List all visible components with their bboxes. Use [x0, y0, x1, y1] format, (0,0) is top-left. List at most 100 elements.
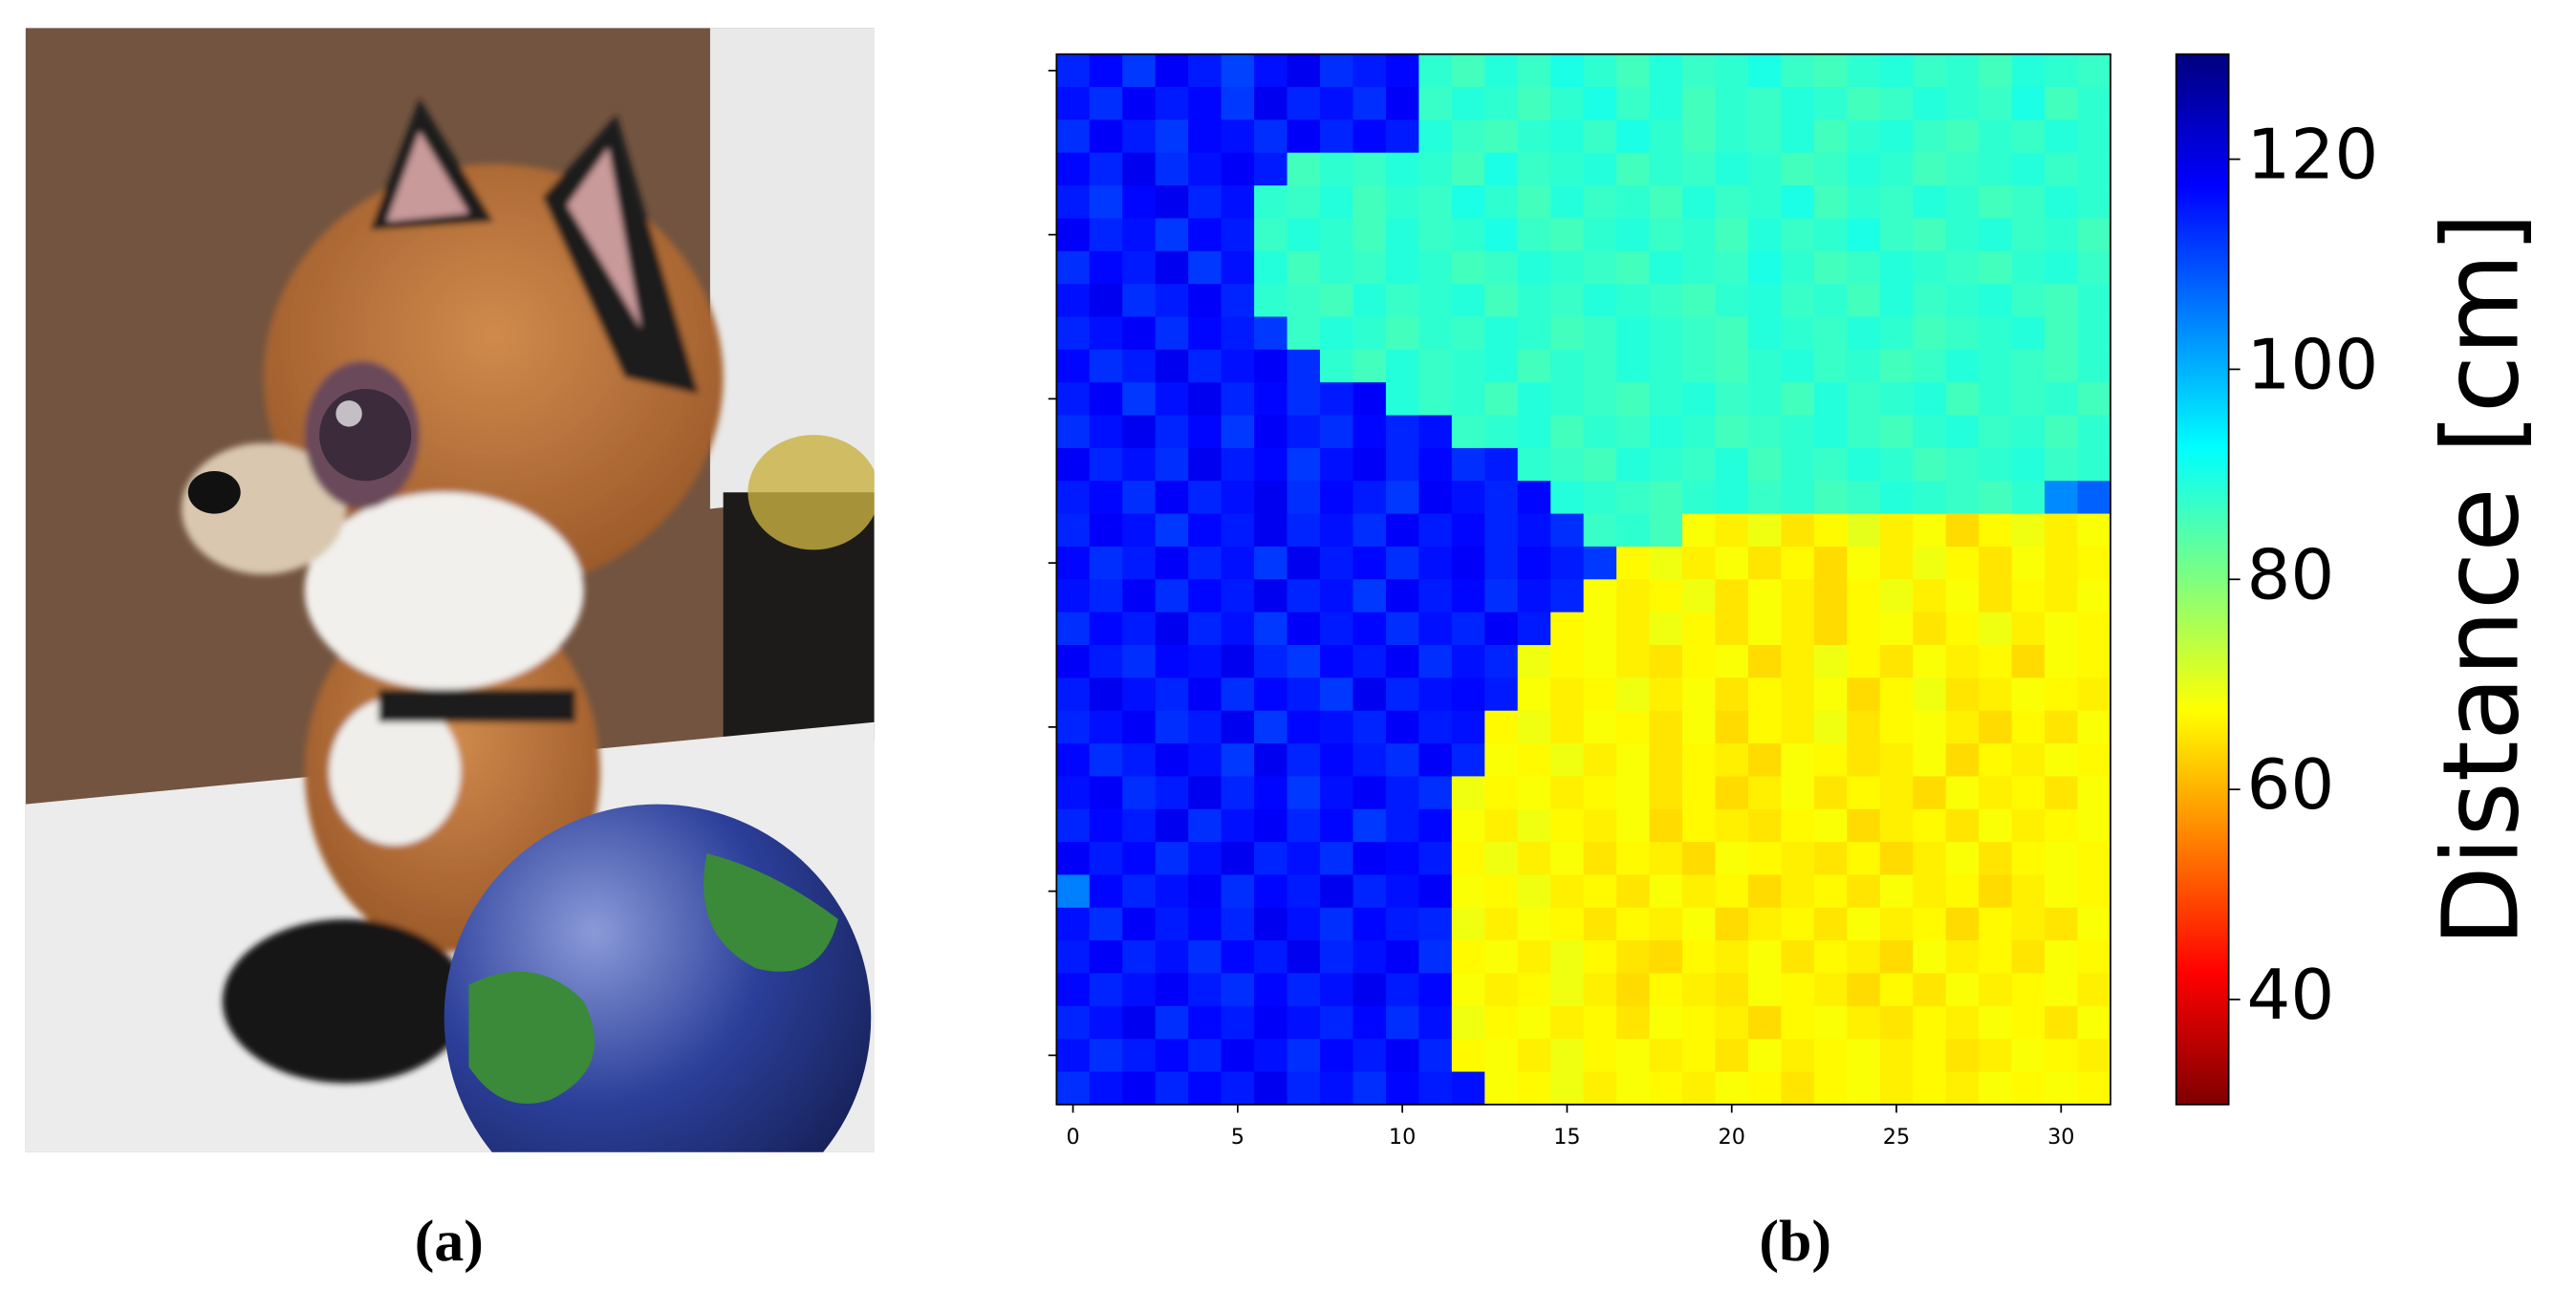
heat-cell: [2011, 710, 2046, 744]
heat-cell: [2011, 776, 2046, 810]
heat-cell: [1715, 284, 1749, 318]
heat-cell: [1847, 481, 1881, 515]
heat-cell: [1122, 579, 1157, 613]
heat-cell: [1254, 382, 1288, 417]
heat-cell: [1155, 842, 1189, 876]
heat-cell: [1484, 1071, 1519, 1106]
heat-cell: [1781, 546, 1815, 580]
heat-cell: [1616, 677, 1651, 712]
heat-cell: [1254, 481, 1288, 515]
heat-cell: [1287, 447, 1321, 482]
heat-cell: [1682, 677, 1717, 712]
heat-cell: [1813, 645, 1849, 679]
heat-cell: [1221, 54, 1255, 88]
heat-cell: [1451, 284, 1485, 318]
heat-cell: [1682, 513, 1717, 548]
heat-cell: [1616, 1071, 1651, 1106]
heat-cell: [1254, 710, 1288, 744]
heat-cell: [1813, 546, 1849, 580]
heat-cell: [1089, 743, 1123, 778]
photo: [25, 28, 875, 1152]
heat-cell: [1385, 87, 1420, 121]
heat-cell: [1550, 808, 1585, 843]
heat-cell: [1155, 250, 1189, 285]
heat-cell: [2077, 447, 2111, 482]
heat-cell: [1583, 710, 1617, 744]
heat-cell: [1418, 382, 1453, 417]
heat-cell: [1089, 612, 1123, 646]
heat-cell: [1715, 973, 1749, 1007]
heat-cell: [1221, 1005, 1255, 1040]
heat-cell: [1747, 447, 1783, 482]
heat-cell: [1813, 382, 1849, 417]
heat-cell: [1715, 54, 1749, 88]
heat-cell: [1781, 677, 1815, 712]
heat-cell: [1122, 677, 1157, 712]
heat-cell: [1319, 316, 1354, 351]
heat-cell: [2011, 316, 2046, 351]
heat-cell: [1451, 382, 1485, 417]
heat-cell: [1813, 87, 1849, 121]
heat-cell: [1155, 481, 1189, 515]
heat-cell: [1847, 119, 1881, 154]
heat-cell: [1813, 185, 1849, 220]
heat-cell: [1287, 87, 1321, 121]
heat-cell: [1747, 382, 1783, 417]
heat-cell: [1847, 87, 1881, 121]
heat-cell: [1089, 546, 1123, 580]
heat-cell: [1649, 447, 1683, 482]
heat-cell: [1484, 54, 1519, 88]
heat-cell: [1747, 776, 1783, 810]
heat-cell: [1715, 447, 1749, 482]
heat-cell: [1155, 907, 1189, 941]
heat-cell: [1221, 415, 1255, 449]
heat-cell: [1813, 907, 1849, 941]
heat-cell: [1583, 940, 1617, 975]
heat-cell: [1155, 218, 1189, 252]
heat-cell: [1188, 743, 1223, 778]
heat-cell: [1517, 382, 1551, 417]
heat-cell: [1879, 54, 1914, 88]
heat-cell: [1583, 546, 1617, 580]
heat-cell: [1517, 776, 1551, 810]
heat-cell: [1221, 842, 1255, 876]
heat-cell: [1517, 185, 1551, 220]
heat-cell: [2011, 513, 2046, 548]
heat-cell: [1715, 119, 1749, 154]
heat-cell: [1913, 1071, 1947, 1106]
heat-cell: [1517, 87, 1551, 121]
heat-cell: [1319, 1005, 1354, 1040]
heat-cell: [1979, 447, 2013, 482]
heat-cell: [1451, 612, 1485, 646]
heat-cell: [2011, 481, 2046, 515]
heat-cell: [1979, 316, 2013, 351]
heat-cell: [1418, 1039, 1453, 1073]
heat-cell: [1451, 250, 1485, 285]
heat-cell: [1451, 710, 1485, 744]
colorbar-tick-label: 120: [2247, 116, 2379, 196]
heat-cell: [1517, 349, 1551, 383]
heat-cell: [1287, 1039, 1321, 1073]
heat-cell: [1879, 973, 1914, 1007]
heat-cell: [1319, 250, 1354, 285]
heat-cell: [1550, 1071, 1585, 1106]
heat-cell: [1353, 677, 1387, 712]
heat-cell: [1517, 415, 1551, 449]
heat-cell: [1616, 579, 1651, 613]
heat-cell: [1979, 612, 2013, 646]
heat-cell: [1682, 284, 1717, 318]
heat-cell: [1319, 284, 1354, 318]
heat-cell: [1847, 513, 1881, 548]
heat-cell: [1254, 87, 1288, 121]
heat-cell: [1089, 218, 1123, 252]
heat-cell: [1847, 1039, 1881, 1073]
heat-cell: [1385, 415, 1420, 449]
heat-cell: [1616, 415, 1651, 449]
heat-cell: [1616, 907, 1651, 941]
heat-cell: [1451, 119, 1485, 154]
heat-cell: [1287, 940, 1321, 975]
heat-cell: [2077, 250, 2111, 285]
heat-cell: [1089, 874, 1123, 909]
heat-cell: [2077, 1071, 2111, 1106]
heat-cell: [1155, 776, 1189, 810]
